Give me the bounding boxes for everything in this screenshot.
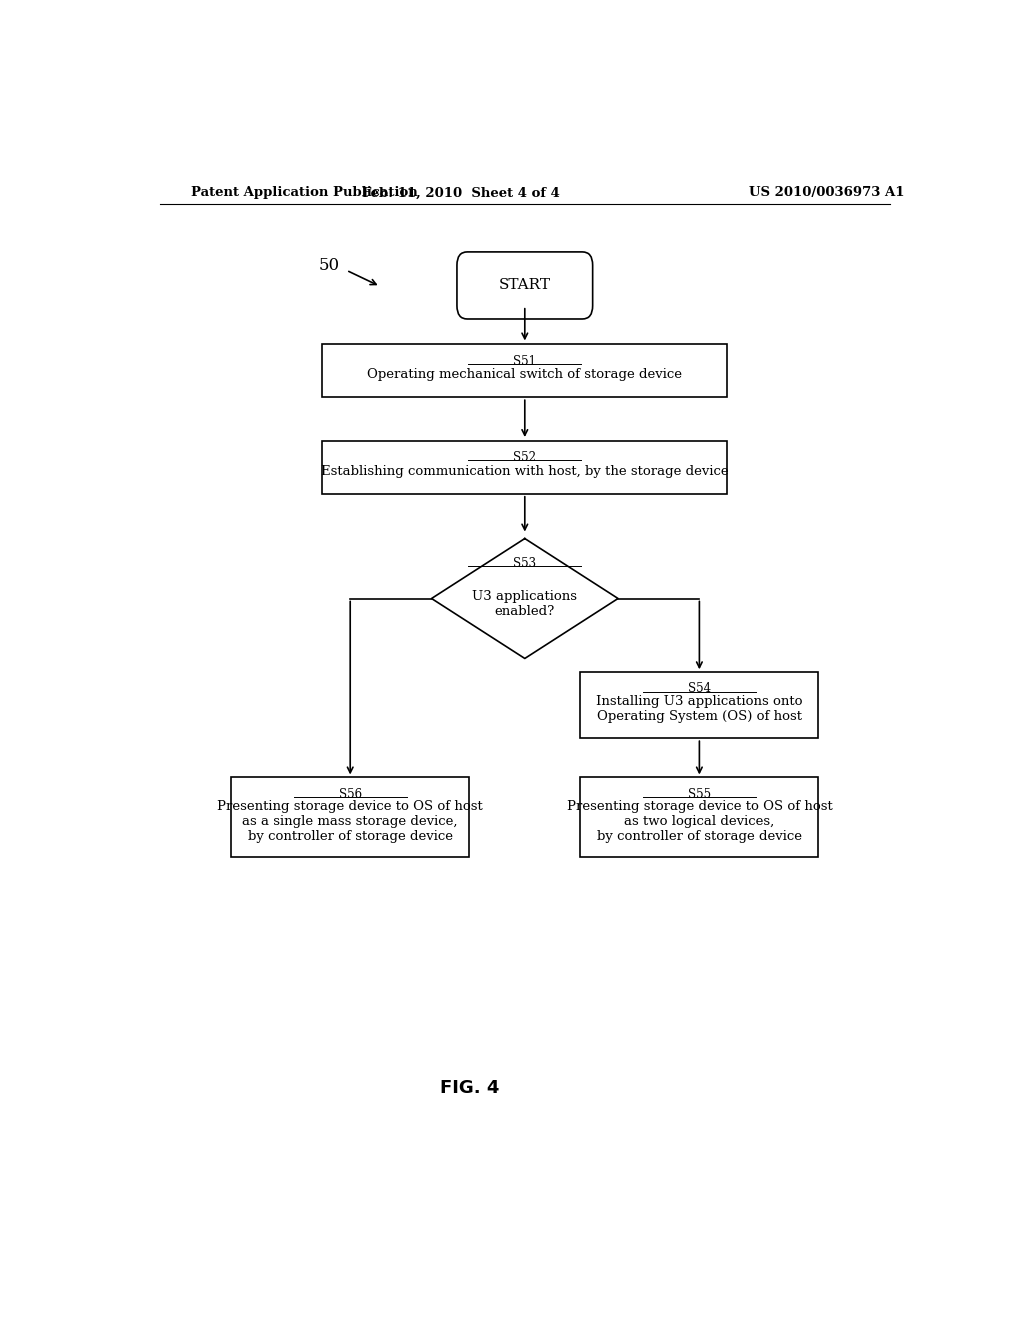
Text: Presenting storage device to OS of host
as two logical devices,
by controller of: Presenting storage device to OS of host … (566, 800, 833, 842)
Text: Installing U3 applications onto
Operating System (OS) of host: Installing U3 applications onto Operatin… (596, 696, 803, 723)
Text: S56: S56 (339, 788, 361, 800)
Text: FIG. 4: FIG. 4 (439, 1080, 499, 1097)
Text: S52: S52 (513, 451, 537, 465)
Text: Operating mechanical switch of storage device: Operating mechanical switch of storage d… (368, 368, 682, 381)
Text: S54: S54 (688, 682, 711, 696)
Text: S55: S55 (688, 788, 711, 800)
Bar (323, 345, 727, 397)
Text: Establishing communication with host, by the storage device: Establishing communication with host, by… (321, 465, 729, 478)
Text: Presenting storage device to OS of host
as a single mass storage device,
by cont: Presenting storage device to OS of host … (217, 800, 483, 842)
Text: US 2010/0036973 A1: US 2010/0036973 A1 (749, 186, 904, 199)
FancyBboxPatch shape (457, 252, 593, 319)
Text: START: START (499, 279, 551, 293)
Text: Patent Application Publication: Patent Application Publication (191, 186, 418, 199)
Bar (231, 777, 469, 857)
Bar (581, 777, 818, 857)
Text: Feb. 11, 2010  Sheet 4 of 4: Feb. 11, 2010 Sheet 4 of 4 (362, 186, 560, 199)
Bar (323, 441, 727, 494)
Text: S51: S51 (513, 355, 537, 367)
Bar (581, 672, 818, 738)
Text: U3 applications
enabled?: U3 applications enabled? (472, 590, 578, 618)
Text: 50: 50 (318, 256, 340, 273)
Text: S53: S53 (513, 557, 537, 570)
